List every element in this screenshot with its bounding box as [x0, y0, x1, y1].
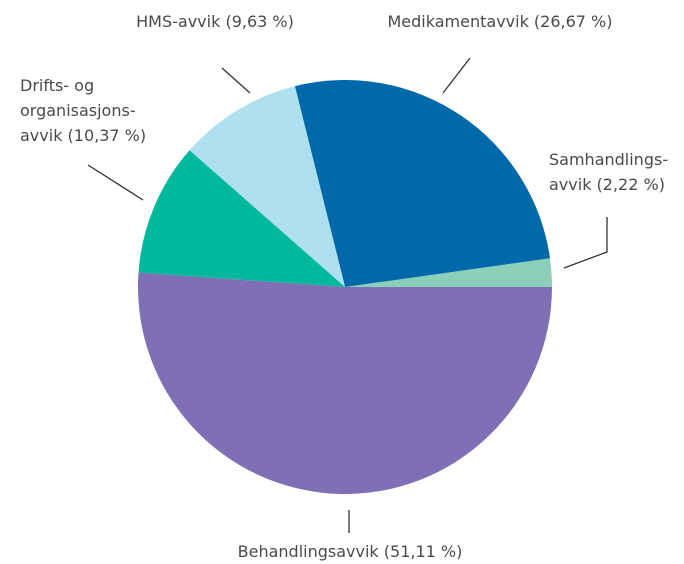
leader-line [221, 67, 251, 94]
slice-label: Behandlingsavvik (51,11 %) [238, 542, 463, 561]
slice-label: Samhandlings-avvik (2,22 %) [549, 150, 668, 194]
leader-line [442, 57, 471, 94]
pie-slice [189, 86, 345, 287]
slice-label: Medikamentavvik (26,67 %) [388, 12, 613, 31]
slice-label: Drifts- og organisasjons-avvik (10,37 %) [20, 76, 146, 145]
leader-line [87, 164, 144, 201]
pie-slice [138, 150, 345, 287]
labels: Samhandlings-avvik (2,22 %) Medikamentavv… [20, 12, 668, 561]
pie-slice [345, 258, 552, 287]
leader-line [563, 217, 608, 269]
pie [138, 80, 552, 494]
pie-slice [138, 272, 552, 494]
slice-label: HMS-avvik (9,63 %) [136, 12, 294, 31]
pie-slice [294, 80, 550, 288]
